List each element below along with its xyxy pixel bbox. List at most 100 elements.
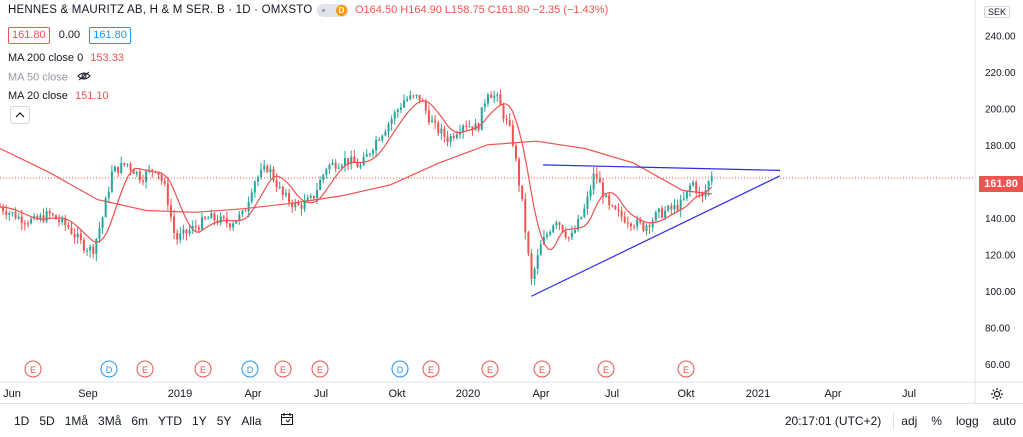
range-3må[interactable]: 3Må — [98, 413, 122, 428]
candle-body — [129, 163, 132, 170]
candle-body — [284, 193, 287, 196]
auto-toggle[interactable]: auto — [992, 413, 1016, 428]
percent-toggle[interactable]: % — [931, 413, 942, 428]
bid-ask-row: 161.80 0.00 161.80 — [8, 27, 131, 44]
candle-body — [636, 219, 639, 227]
hidden-eye-icon[interactable] — [77, 71, 91, 84]
earnings-marker[interactable] — [422, 360, 440, 378]
candle-body — [645, 225, 648, 231]
candle-body — [688, 185, 691, 191]
candle-body — [135, 171, 138, 174]
range-1y[interactable]: 1Y — [192, 413, 207, 428]
log-toggle[interactable]: logg — [955, 413, 979, 428]
candle-body — [555, 222, 558, 226]
candle-body — [179, 233, 182, 240]
earnings-marker[interactable] — [136, 360, 154, 378]
candle-body — [353, 156, 356, 163]
earnings-marker[interactable] — [533, 360, 551, 378]
candle-body — [110, 171, 113, 192]
candle-body — [319, 180, 322, 190]
candle-body — [256, 176, 259, 182]
range-6m[interactable]: 6m — [131, 413, 149, 428]
divider — [893, 411, 895, 430]
price-tick-label: 220.00 — [985, 68, 1016, 79]
range-1d[interactable]: 1D — [14, 413, 30, 428]
calendar-goto-icon[interactable] — [280, 412, 294, 429]
candle-body — [362, 156, 365, 166]
range-1må[interactable]: 1Må — [64, 413, 89, 428]
price-chart[interactable]: 60.0080.00100.00120.00140.00160.00180.00… — [0, 0, 1023, 403]
candle-body — [583, 208, 586, 217]
earnings-marker[interactable] — [677, 360, 695, 378]
candle-body — [45, 211, 48, 222]
candle-body — [527, 232, 530, 254]
candle-body — [412, 95, 415, 97]
candle-body — [437, 122, 440, 134]
candle-body — [89, 246, 92, 251]
candle-body — [381, 135, 384, 141]
price-tick-label: 120.00 — [985, 250, 1016, 261]
ohlc-legend: O164.50 H164.90 L158.75 C161.80 −2.35 (−… — [355, 4, 608, 16]
indicator-ma200[interactable]: MA 200 close 0 153.33 — [8, 52, 124, 64]
candle-body — [61, 217, 64, 222]
candle-body — [331, 162, 334, 165]
candle-body — [514, 145, 517, 160]
candle-body — [30, 218, 33, 224]
candle-body — [707, 181, 710, 191]
clock-text: 20:17:01 (UTC+2) — [784, 413, 882, 428]
resistance-trendline[interactable] — [543, 164, 781, 171]
earnings-marker[interactable] — [481, 360, 499, 378]
collapse-legend-button[interactable] — [10, 106, 30, 124]
candle-body — [511, 125, 514, 146]
candle-body — [546, 234, 549, 237]
candle-body — [266, 165, 269, 173]
candle-body — [710, 176, 713, 182]
time-tick-label: Apr — [532, 388, 549, 400]
candle-body — [605, 195, 608, 198]
dividend-marker[interactable] — [100, 360, 118, 378]
indicator-ma20[interactable]: MA 20 close 151.10 — [8, 90, 109, 102]
range-5d[interactable]: 5D — [39, 413, 55, 428]
dividend-marker[interactable] — [391, 360, 409, 378]
support-trendline[interactable] — [531, 175, 781, 297]
candle-body — [580, 216, 583, 219]
earnings-marker[interactable] — [597, 360, 615, 378]
candle-body — [592, 173, 595, 190]
candle-body — [253, 181, 256, 193]
candle-body — [244, 210, 247, 212]
range-alla[interactable]: Alla — [241, 413, 262, 428]
bid-price[interactable]: 161.80 — [8, 27, 50, 44]
candle-body — [263, 165, 266, 170]
candle-body — [113, 166, 116, 172]
range-ytd[interactable]: YTD — [158, 413, 183, 428]
candle-body — [185, 229, 188, 234]
candle-body — [608, 195, 611, 206]
candle-body — [64, 217, 67, 226]
candle-body — [403, 100, 406, 108]
settings-gear-icon[interactable] — [990, 387, 1004, 406]
adj-toggle[interactable]: adj — [901, 413, 918, 428]
candle-body — [157, 171, 160, 175]
candle-body — [42, 215, 45, 222]
candle-body — [269, 168, 272, 173]
range-5y[interactable]: 5Y — [216, 413, 232, 428]
earnings-marker[interactable] — [274, 360, 292, 378]
ask-price[interactable]: 161.80 — [89, 27, 131, 44]
candle-body — [564, 231, 567, 238]
candle-body — [247, 201, 250, 212]
candle-body — [132, 169, 135, 174]
candle-body — [399, 107, 402, 110]
dividend-marker[interactable] — [241, 360, 259, 378]
earnings-marker[interactable] — [311, 360, 329, 378]
candle-body — [458, 131, 461, 135]
candle-body — [312, 195, 315, 199]
earnings-marker[interactable] — [194, 360, 212, 378]
candle-body — [673, 204, 676, 210]
candle-body — [387, 124, 390, 132]
earnings-marker[interactable] — [24, 360, 42, 378]
candle-body — [340, 165, 343, 168]
time-tick-label: 2021 — [746, 388, 770, 400]
indicator-ma50[interactable]: MA 50 close — [8, 71, 91, 84]
candle-body — [505, 118, 508, 120]
candle-body — [11, 212, 14, 214]
